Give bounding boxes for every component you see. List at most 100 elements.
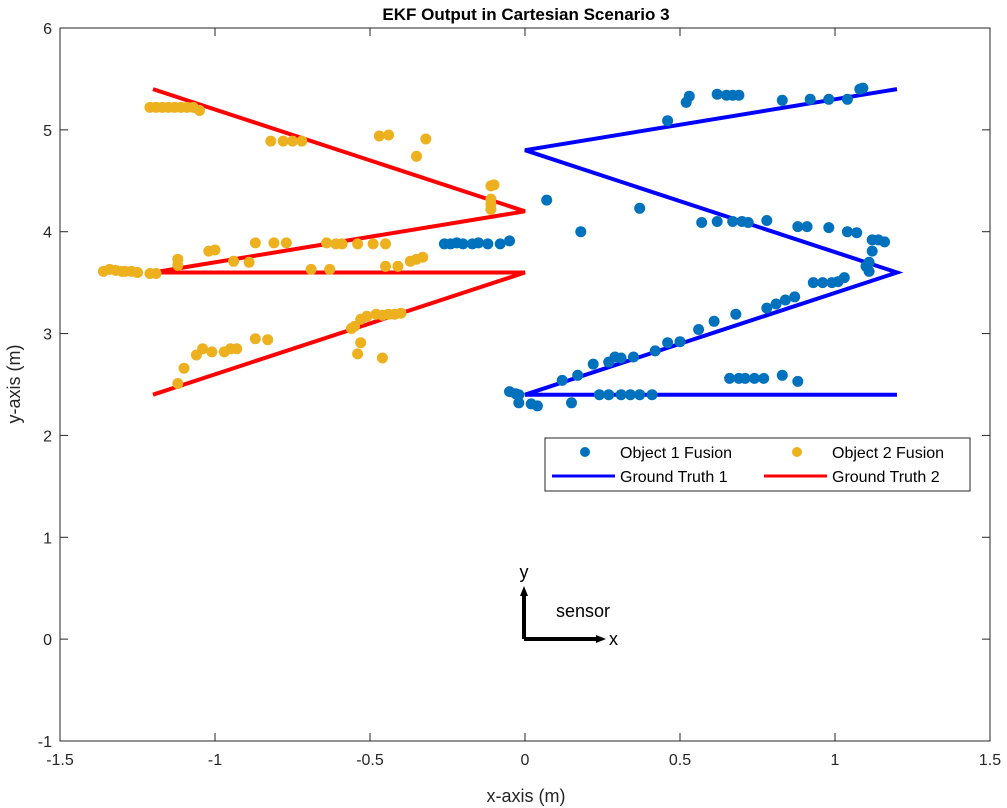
object-2-point [380, 260, 391, 272]
x-tick-label: 1 [831, 752, 840, 769]
object-2-point [392, 260, 404, 272]
object-2-point [243, 256, 255, 268]
object-1-point [662, 115, 674, 127]
object-1-point [826, 277, 838, 289]
object-1-point [792, 221, 804, 233]
object-2-point [190, 349, 202, 361]
y-tick-label: 5 [43, 123, 52, 140]
legend-label-truth-1: Ground Truth 1 [620, 469, 728, 486]
object-1-point [854, 83, 866, 95]
object-2-point [228, 255, 240, 267]
object-2-point [203, 245, 215, 257]
object-1-point [801, 221, 813, 233]
object-2-point [367, 238, 379, 250]
fusion-points [97, 82, 891, 412]
legend-label-object-2: Object 2 Fusion [832, 445, 944, 462]
object-1-point [776, 94, 788, 106]
object-1-point [761, 215, 773, 226]
object-1-point [866, 245, 878, 257]
object-1-point [696, 217, 708, 228]
object-1-point [823, 222, 835, 234]
object-2-point [373, 130, 385, 142]
y-tick-label: 4 [43, 225, 52, 242]
object-2-point [321, 237, 333, 249]
object-1-point [513, 389, 525, 401]
chart-title: EKF Output in Cartesian Scenario 3 [382, 5, 669, 24]
sensor-x-label: x [609, 629, 618, 649]
x-tick-label: -1 [208, 752, 222, 769]
object-2-point [287, 135, 298, 147]
object-1-point [730, 308, 742, 320]
legend-marker-object-2 [792, 447, 802, 457]
sensor-y-arrowhead [520, 586, 528, 596]
object-2-point [411, 150, 422, 162]
object-1-point [556, 374, 568, 386]
object-2-point [485, 180, 497, 192]
legend-label-truth-2: Ground Truth 2 [832, 469, 940, 486]
y-axis-label: y-axis (m) [4, 345, 24, 424]
object-2-point [404, 255, 416, 267]
object-1-point [646, 389, 658, 401]
object-1-point [792, 375, 804, 387]
object-1-point [721, 89, 732, 101]
x-tick-label: -0.5 [356, 752, 384, 769]
legend-label-object-1: Object 1 Fusion [620, 445, 732, 462]
object-1-point [711, 216, 723, 227]
object-1-point [531, 400, 543, 412]
object-1-point [575, 226, 587, 238]
object-2-point [172, 378, 184, 389]
object-1-point [566, 397, 577, 409]
object-2-point [420, 133, 432, 145]
object-1-point [466, 238, 478, 250]
object-2-point [194, 105, 205, 116]
object-1-point [789, 291, 801, 303]
object-2-point [206, 346, 218, 358]
object-1-point [494, 238, 506, 250]
object-2-point [352, 348, 364, 360]
object-2-point [485, 203, 497, 215]
object-1-point [693, 324, 705, 335]
object-2-point [249, 333, 261, 345]
x-tick-label: -1.5 [46, 752, 74, 769]
object-1-point [649, 345, 661, 357]
object-1-point [724, 372, 736, 384]
object-1-point [708, 315, 720, 327]
legend: Object 1 Fusion Object 2 Fusion Ground T… [544, 437, 971, 492]
object-1-point [748, 372, 760, 384]
object-2-point [380, 238, 391, 250]
object-1-point [541, 194, 553, 206]
object-2-point [330, 238, 342, 250]
object-1-point [504, 235, 515, 247]
y-tick-label: 2 [43, 428, 52, 445]
object-1-point [727, 216, 739, 227]
sensor-label: sensor [556, 601, 610, 621]
object-2-point [345, 323, 357, 334]
object-2-point [132, 267, 143, 278]
object-1-point [841, 226, 853, 238]
x-axis: -1.5 -1 -0.5 0 0.5 1 1.5 [46, 28, 1001, 769]
object-1-point [674, 336, 686, 348]
object-1-point [779, 294, 791, 306]
object-1-point [634, 389, 646, 401]
object-2-point [268, 237, 280, 249]
object-1-point [863, 265, 875, 277]
object-2-point [178, 362, 190, 374]
object-1-point [624, 389, 636, 401]
x-tick-label: 0 [521, 752, 530, 769]
object-1-point [634, 202, 646, 214]
object-2-point [218, 346, 230, 358]
object-2-point [172, 259, 184, 271]
object-1-point [603, 389, 615, 401]
object-1-point [587, 358, 599, 370]
object-1-point [879, 236, 891, 248]
object-1-point [770, 298, 782, 310]
object-2-point [249, 237, 261, 249]
sensor-x-arrowhead [596, 635, 606, 643]
object-2-point [383, 129, 395, 141]
object-2-point [376, 352, 388, 364]
object-1-point [823, 93, 835, 105]
x-tick-label: 1.5 [979, 752, 1001, 769]
object-1-point [438, 238, 450, 250]
object-1-point [851, 227, 863, 239]
